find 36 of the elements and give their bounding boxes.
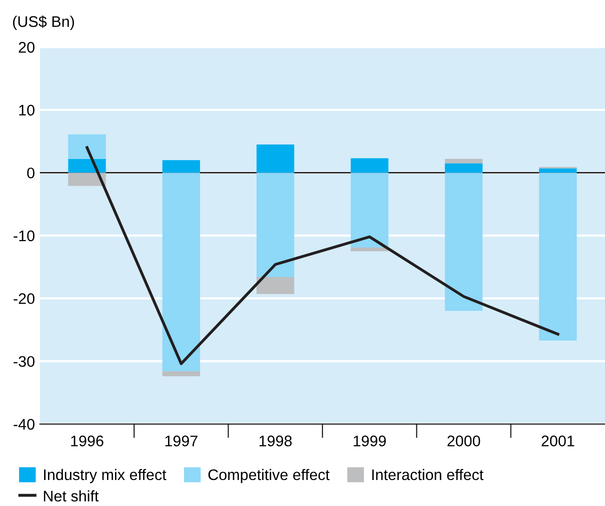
bar [444,163,483,173]
y-tick-label: -20 [14,293,34,304]
bar [256,144,294,173]
legend-label: Competitive effect [208,468,330,484]
legend-label: Net shift [44,490,99,502]
bar [539,172,577,340]
bar [68,172,106,186]
y-tick-label: -30 [14,356,34,367]
bar [350,158,388,173]
legend-label: Industry mix effect [44,468,166,484]
x-tick-label: 1997 [165,436,198,446]
x-tick-label: 2001 [542,436,574,446]
bar [256,277,294,294]
y-tick-label: -10 [14,230,34,242]
legend-label: Interaction effect [372,468,484,480]
x-tick-label: 1996 [71,436,104,446]
x-tick-label: 1999 [354,436,386,446]
bar [444,172,483,311]
bar [539,168,577,173]
line-series [86,146,560,366]
y-tick-label: 0 [27,168,34,178]
x-tick-label: 1998 [260,436,292,446]
bar [350,247,388,252]
bar [162,371,200,376]
bar [68,158,106,173]
bar [256,172,294,278]
y-tick-label: 20 [18,42,34,53]
bar [444,158,483,164]
bar [162,172,200,372]
bar [68,134,106,159]
bar [350,172,388,248]
y-tick-label: 10 [19,104,34,116]
x-tick-label: 2000 [448,436,480,446]
y-axis-title: (US$ Bn) [13,16,74,30]
y-tick-label: -40 [14,418,34,430]
bar [162,160,200,173]
